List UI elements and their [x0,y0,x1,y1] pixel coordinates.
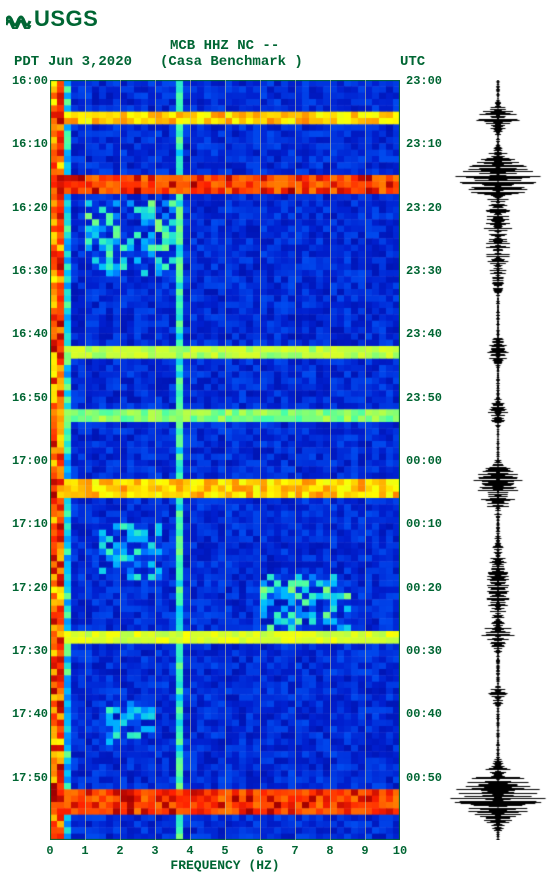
x-tick: 5 [221,844,228,858]
gridline [155,80,156,840]
gridline [330,80,331,840]
y-tick-left: 17:20 [2,581,48,595]
y-tick-right: 00:00 [406,454,442,468]
y-tick-right: 23:50 [406,391,442,405]
y-tick-right: 00:20 [406,581,442,595]
station-name: (Casa Benchmark ) [160,54,303,70]
station-code: MCB HHZ NC -- [170,38,279,54]
x-axis-label: FREQUENCY (HZ) [170,858,279,873]
y-tick-right: 00:40 [406,707,442,721]
gridline [260,80,261,840]
gridline [120,80,121,840]
x-tick: 10 [393,844,407,858]
gridline [190,80,191,840]
x-tick: 2 [116,844,123,858]
tz-right-label: UTC [400,54,425,70]
y-tick-right: 00:50 [406,771,442,785]
y-tick-left: 16:20 [2,201,48,215]
x-tick: 3 [151,844,158,858]
y-tick-right: 23:10 [406,137,442,151]
y-tick-left: 17:50 [2,771,48,785]
x-tick: 9 [361,844,368,858]
x-tick: 6 [256,844,263,858]
y-tick-left: 17:00 [2,454,48,468]
waveform-plot [448,80,548,840]
gridline [365,80,366,840]
y-tick-left: 17:10 [2,517,48,531]
y-tick-left: 16:00 [2,74,48,88]
y-tick-left: 16:50 [2,391,48,405]
y-tick-right: 23:40 [406,327,442,341]
x-tick: 1 [81,844,88,858]
y-tick-right: 00:30 [406,644,442,658]
gridline [225,80,226,840]
y-tick-right: 23:30 [406,264,442,278]
y-tick-left: 16:30 [2,264,48,278]
y-tick-right: 23:00 [406,74,442,88]
y-tick-left: 17:40 [2,707,48,721]
x-tick: 7 [291,844,298,858]
gridline [295,80,296,840]
gridline [85,80,86,840]
y-tick-left: 16:40 [2,327,48,341]
y-tick-right: 23:20 [406,201,442,215]
waveform-canvas [448,80,548,840]
y-tick-left: 17:30 [2,644,48,658]
wave-icon [6,9,32,29]
x-tick: 4 [186,844,193,858]
tz-left-label: PDT [14,54,39,70]
usgs-logo: USGS [6,6,98,32]
x-tick: 0 [46,844,53,858]
date-label: Jun 3,2020 [48,54,132,70]
logo-text: USGS [34,6,98,32]
x-tick: 8 [326,844,333,858]
y-tick-right: 00:10 [406,517,442,531]
y-tick-left: 16:10 [2,137,48,151]
